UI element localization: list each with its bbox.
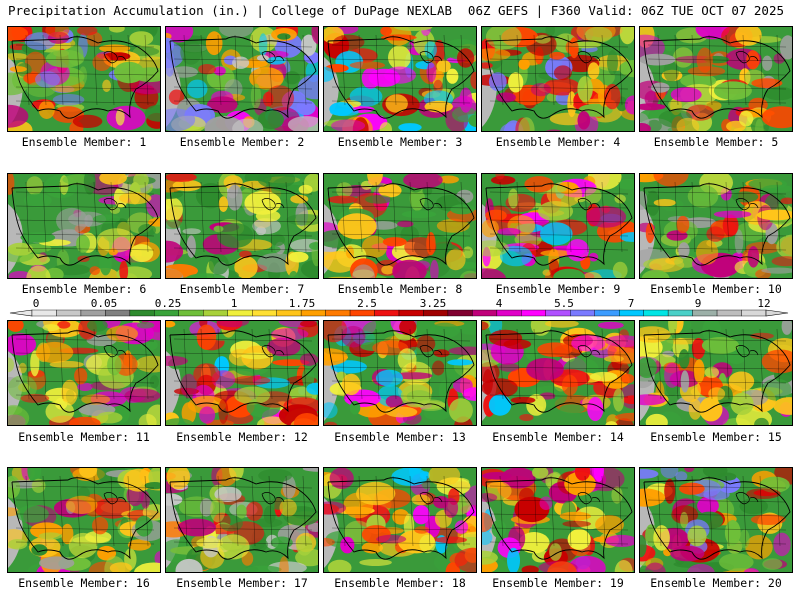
ensemble-member-label: Ensemble Member: 4 — [495, 135, 621, 149]
ensemble-member-map — [7, 26, 161, 132]
ensemble-member-map — [7, 173, 161, 279]
ensemble-member-map — [323, 26, 477, 132]
ensemble-member-map — [639, 173, 793, 279]
colorbar-cell — [227, 309, 253, 317]
ensemble-member-map — [165, 26, 319, 132]
colorbar-cell — [251, 309, 277, 317]
colorbar-cell — [56, 309, 82, 317]
colorbar-cell — [398, 309, 424, 317]
colorbar-cell — [349, 309, 375, 317]
ensemble-member-label: Ensemble Member: 14 — [492, 430, 624, 444]
ensemble-member-map — [323, 467, 477, 573]
colorbar-tick-label: 1.75 — [288, 297, 316, 310]
colorbar-tick-label: 5.5 — [554, 297, 574, 310]
ensemble-member-label: Ensemble Member: 20 — [650, 576, 782, 590]
colorbar-cell — [129, 309, 155, 317]
colorbar — [9, 309, 789, 317]
colorbar-tick-label: 4 — [495, 297, 503, 310]
colorbar-cell — [594, 309, 620, 317]
colorbar-cell — [643, 309, 669, 317]
ensemble-member-label: Ensemble Member: 17 — [176, 576, 308, 590]
colorbar-cell — [716, 309, 742, 317]
ensemble-member-label: Ensemble Member: 9 — [495, 282, 621, 296]
ensemble-member-label: Ensemble Member: 11 — [18, 430, 150, 444]
ensemble-member-label: Ensemble Member: 2 — [179, 135, 305, 149]
colorbar-cell — [570, 309, 595, 317]
colorbar-cell — [80, 309, 106, 317]
colorbar-cell — [325, 309, 351, 317]
ensemble-member-label: Ensemble Member: 15 — [650, 430, 782, 444]
colorbar-cell — [447, 309, 473, 317]
ensemble-member-map — [481, 173, 635, 279]
colorbar-cell — [741, 309, 767, 317]
ensemble-member-label: Ensemble Member: 8 — [337, 282, 463, 296]
ensemble-member-label: Ensemble Member: 1 — [21, 135, 147, 149]
colorbar-cell — [203, 309, 228, 317]
colorbar-tick-label: 0 — [32, 297, 40, 310]
model-run-info: 06Z GEFS | F360 Valid: 06Z TUE OCT 07 20… — [467, 3, 784, 18]
colorbar-cell — [374, 309, 400, 317]
ensemble-member-map — [323, 320, 477, 426]
ensemble-member-label: Ensemble Member: 6 — [21, 282, 147, 296]
ensemble-member-map — [481, 467, 635, 573]
colorbar-tick-label: 3.25 — [419, 297, 447, 310]
colorbar-tick-label: 12 — [757, 297, 771, 310]
colorbar-cell — [178, 309, 204, 317]
ensemble-member-label: Ensemble Member: 3 — [337, 135, 463, 149]
colorbar-tick-label: 2.5 — [357, 297, 377, 310]
ensemble-member-map — [7, 320, 161, 426]
ensemble-member-label: Ensemble Member: 18 — [334, 576, 466, 590]
colorbar-cell — [472, 309, 498, 317]
ensemble-member-label: Ensemble Member: 10 — [650, 282, 782, 296]
ensemble-member-map — [165, 467, 319, 573]
ensemble-member-label: Ensemble Member: 5 — [653, 135, 779, 149]
colorbar-tick-label: 7 — [627, 297, 635, 310]
map-title: Precipitation Accumulation (in.) | Colle… — [8, 3, 453, 18]
ensemble-member-map — [481, 26, 635, 132]
colorbar-tick-label: 9 — [694, 297, 702, 310]
ensemble-member-map — [639, 467, 793, 573]
colorbar-left-arrow — [9, 309, 33, 317]
colorbar-tick-label: 1 — [230, 297, 238, 310]
ensemble-member-map — [639, 320, 793, 426]
colorbar-tick-label: 0.25 — [154, 297, 182, 310]
colorbar-cell — [521, 309, 547, 317]
colorbar-cell — [31, 309, 57, 317]
ensemble-member-label: Ensemble Member: 16 — [18, 576, 150, 590]
ensemble-member-map — [481, 320, 635, 426]
ensemble-member-label: Ensemble Member: 13 — [334, 430, 466, 444]
colorbar-cell — [619, 309, 644, 317]
colorbar-cell — [667, 309, 693, 317]
ensemble-member-label: Ensemble Member: 7 — [179, 282, 305, 296]
colorbar-cell — [545, 309, 571, 317]
ensemble-member-map — [165, 320, 319, 426]
colorbar-cell — [496, 309, 522, 317]
colorbar-tick-label: 0.05 — [90, 297, 118, 310]
ensemble-member-map — [165, 173, 319, 279]
ensemble-member-map — [7, 467, 161, 573]
colorbar-cell — [692, 309, 718, 317]
ensemble-member-map — [639, 26, 793, 132]
colorbar-cell — [300, 309, 326, 317]
ensemble-member-map — [323, 173, 477, 279]
ensemble-member-label: Ensemble Member: 19 — [492, 576, 624, 590]
ensemble-member-label: Ensemble Member: 12 — [176, 430, 308, 444]
colorbar-right-arrow — [765, 309, 789, 317]
colorbar-cell — [154, 309, 180, 317]
colorbar-cell — [276, 309, 302, 317]
colorbar-cell — [105, 309, 131, 317]
colorbar-cell — [423, 309, 449, 317]
